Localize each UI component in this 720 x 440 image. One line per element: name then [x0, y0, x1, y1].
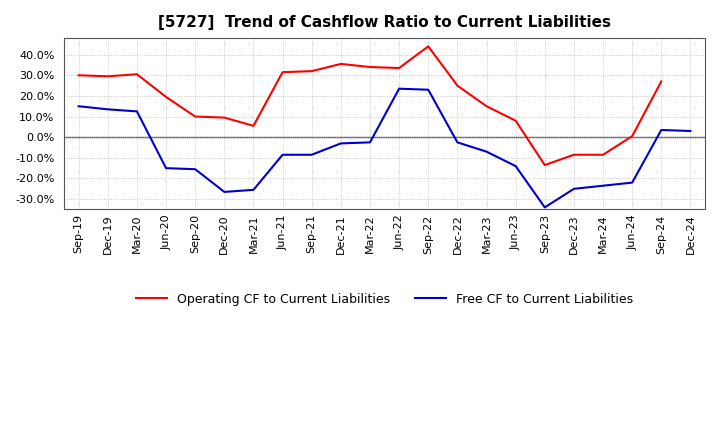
Operating CF to Current Liabilities — [628, 133, 636, 139]
Operating CF to Current Liabilities — [424, 44, 433, 49]
Operating CF to Current Liabilities — [599, 152, 608, 158]
Operating CF to Current Liabilities — [570, 152, 578, 158]
Free CF to Current Liabilities — [307, 152, 316, 158]
Free CF to Current Liabilities — [657, 127, 665, 132]
Operating CF to Current Liabilities — [104, 73, 112, 79]
Operating CF to Current Liabilities — [336, 61, 345, 66]
Operating CF to Current Liabilities — [366, 64, 374, 70]
Free CF to Current Liabilities — [686, 128, 695, 134]
Operating CF to Current Liabilities — [220, 115, 229, 120]
Free CF to Current Liabilities — [511, 164, 520, 169]
Operating CF to Current Liabilities — [395, 66, 403, 71]
Operating CF to Current Liabilities — [541, 162, 549, 168]
Free CF to Current Liabilities — [453, 140, 462, 145]
Free CF to Current Liabilities — [599, 183, 608, 188]
Free CF to Current Liabilities — [541, 205, 549, 210]
Free CF to Current Liabilities — [162, 165, 171, 171]
Operating CF to Current Liabilities — [657, 79, 665, 84]
Operating CF to Current Liabilities — [74, 73, 83, 78]
Title: [5727]  Trend of Cashflow Ratio to Current Liabilities: [5727] Trend of Cashflow Ratio to Curren… — [158, 15, 611, 30]
Free CF to Current Liabilities — [104, 106, 112, 112]
Free CF to Current Liabilities — [395, 86, 403, 92]
Free CF to Current Liabilities — [220, 189, 229, 194]
Operating CF to Current Liabilities — [132, 72, 141, 77]
Operating CF to Current Liabilities — [249, 123, 258, 128]
Free CF to Current Liabilities — [278, 152, 287, 158]
Operating CF to Current Liabilities — [162, 94, 171, 99]
Operating CF to Current Liabilities — [307, 69, 316, 74]
Free CF to Current Liabilities — [366, 140, 374, 145]
Free CF to Current Liabilities — [132, 109, 141, 114]
Free CF to Current Liabilities — [424, 87, 433, 92]
Line: Operating CF to Current Liabilities: Operating CF to Current Liabilities — [78, 46, 661, 165]
Free CF to Current Liabilities — [570, 186, 578, 191]
Free CF to Current Liabilities — [336, 141, 345, 146]
Operating CF to Current Liabilities — [191, 114, 199, 119]
Operating CF to Current Liabilities — [482, 103, 491, 109]
Operating CF to Current Liabilities — [511, 118, 520, 123]
Free CF to Current Liabilities — [482, 149, 491, 154]
Free CF to Current Liabilities — [628, 180, 636, 185]
Legend: Operating CF to Current Liabilities, Free CF to Current Liabilities: Operating CF to Current Liabilities, Fre… — [130, 288, 639, 311]
Line: Free CF to Current Liabilities: Free CF to Current Liabilities — [78, 89, 690, 207]
Operating CF to Current Liabilities — [278, 70, 287, 75]
Free CF to Current Liabilities — [191, 167, 199, 172]
Free CF to Current Liabilities — [74, 103, 83, 109]
Operating CF to Current Liabilities — [453, 83, 462, 88]
Free CF to Current Liabilities — [249, 187, 258, 192]
